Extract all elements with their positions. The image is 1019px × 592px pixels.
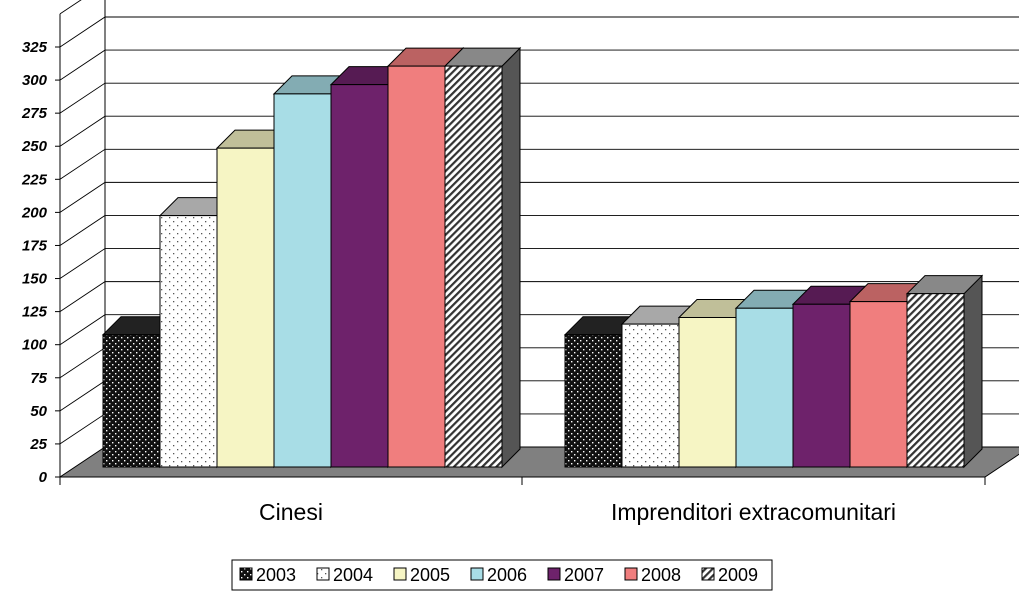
y-tick-label: 100 xyxy=(22,337,48,354)
legend-label: 2003 xyxy=(256,565,296,585)
legend-label: 2004 xyxy=(333,565,373,585)
tick-labels: 0 25 50 75 100 125 150 175 200 225 250 275 300 325 Cin… xyxy=(21,39,896,525)
bar-front xyxy=(735,307,794,468)
y-tick-label: 175 xyxy=(22,237,48,254)
legend-item: 2006 xyxy=(470,565,527,585)
gridline xyxy=(59,115,1019,147)
legend-swatch xyxy=(701,567,715,581)
legend-label: 2006 xyxy=(487,565,527,585)
bar-front xyxy=(849,301,908,468)
legend-label: 2005 xyxy=(410,565,450,585)
y-tick-label: 250 xyxy=(21,138,48,155)
bar-front xyxy=(564,334,623,468)
y-tick-label: 150 xyxy=(22,271,48,288)
legend-label: 2007 xyxy=(564,565,604,585)
bar-front xyxy=(159,215,218,468)
legend-swatch xyxy=(624,567,638,581)
legend-swatch xyxy=(470,567,484,581)
gridline xyxy=(59,49,1019,81)
gridline xyxy=(59,148,1019,180)
bar-front xyxy=(621,323,680,468)
y-tick-label: 300 xyxy=(22,72,48,89)
legend-swatch xyxy=(316,567,330,581)
y-tick-label: 225 xyxy=(21,171,48,188)
legend-label: 2009 xyxy=(718,565,758,585)
legend: 2003 2004 2005 2006 2007 2008 2009 xyxy=(231,559,773,591)
legend-swatch xyxy=(239,567,253,581)
bar-front xyxy=(678,316,737,468)
y-tick-label: 25 xyxy=(29,436,47,453)
bar-front xyxy=(102,334,161,468)
legend-item: 2008 xyxy=(624,565,681,585)
bar-front xyxy=(792,303,851,468)
y-tick-label: 0 xyxy=(39,469,48,486)
bar-front xyxy=(906,293,965,468)
category-label: Imprenditori extracomunitari xyxy=(611,499,896,525)
legend-item: 2004 xyxy=(316,565,373,585)
gridline xyxy=(59,16,1019,48)
bar-side xyxy=(501,46,521,469)
legend-swatch xyxy=(547,567,561,581)
bar-front xyxy=(216,147,275,468)
bar-front xyxy=(444,65,503,468)
y-tick-label: 325 xyxy=(22,39,48,56)
legend-item: 2009 xyxy=(701,565,758,585)
bar-front xyxy=(273,93,332,468)
y-tick-label: 275 xyxy=(21,105,48,122)
legend-swatch xyxy=(393,567,407,581)
bars xyxy=(101,46,984,469)
y-tick-label: 200 xyxy=(21,204,48,221)
legend-item: 2007 xyxy=(547,565,604,585)
y-tick-label: 50 xyxy=(30,403,47,420)
bar-side xyxy=(963,274,983,469)
legend-item: 2005 xyxy=(393,565,450,585)
gridline xyxy=(59,82,1019,114)
bar xyxy=(905,274,984,469)
wall-top-line xyxy=(59,0,82,15)
bar xyxy=(443,46,522,469)
category-label: Cinesi xyxy=(259,499,323,525)
y-tick-label: 75 xyxy=(30,370,47,387)
bar-front xyxy=(387,65,446,468)
bar-front xyxy=(330,84,389,468)
legend-item: 2003 xyxy=(239,565,296,585)
y-tick-label: 125 xyxy=(22,304,48,321)
legend-label: 2008 xyxy=(641,565,681,585)
